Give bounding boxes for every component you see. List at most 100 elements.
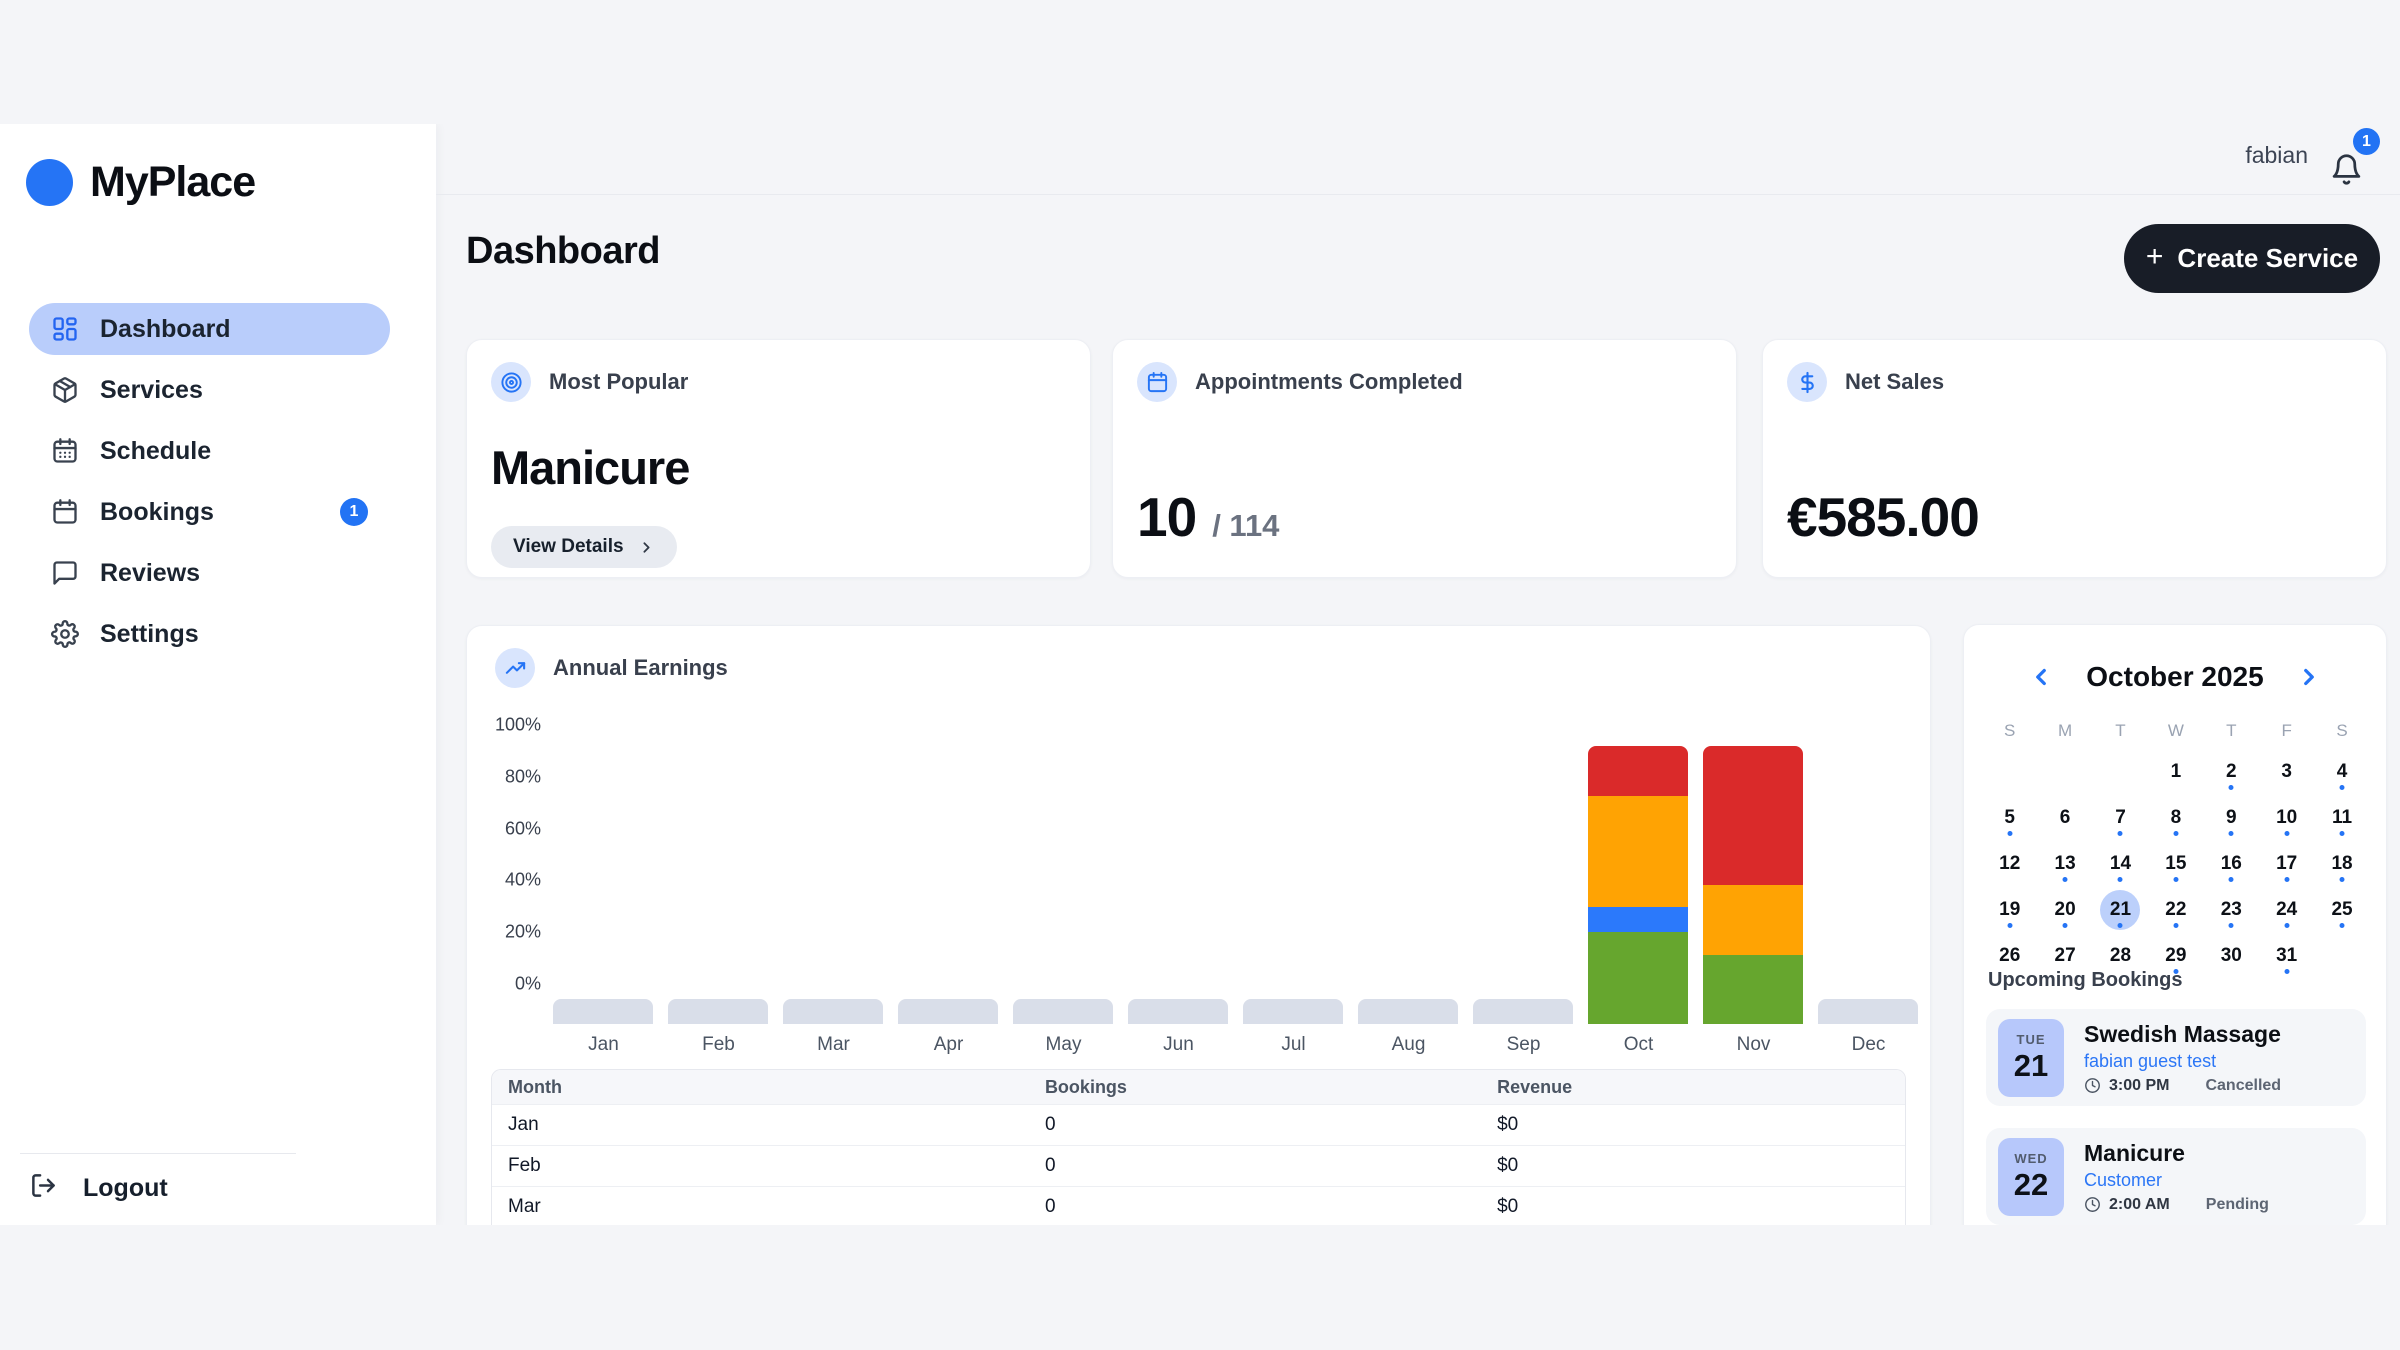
day-cell-25[interactable]: 25 [2314,887,2369,933]
sidebar-item-dashboard[interactable]: Dashboard [29,303,390,355]
bar-slot-mar [776,626,891,1024]
table-header-cell: Bookings [1044,1076,1127,1097]
day-cell-6[interactable]: 6 [2037,795,2092,841]
day-number: 5 [2004,807,2015,828]
chevron-right-icon [643,541,650,553]
view-details-label: View Details [513,536,624,557]
sidebar-item-services[interactable]: Services [29,364,390,416]
sidebar-item-reviews[interactable]: Reviews [29,547,390,599]
booking-dot [2228,785,2234,790]
day-cell-1[interactable]: 1 [2148,749,2203,795]
day-cell-18[interactable]: 18 [2314,841,2369,887]
day-cell-28[interactable]: 28 [2093,933,2148,979]
day-cell-21[interactable]: 21 [2093,887,2148,933]
day-number: 14 [2109,853,2132,874]
day-cell-14[interactable]: 14 [2093,841,2148,887]
booking-dot [2284,969,2290,974]
bar-segment-green [1703,954,1803,1024]
table-header-cell: Revenue [1497,1076,1573,1097]
day-cell-3[interactable]: 3 [2259,749,2314,795]
x-axis-label: Mar [817,1034,850,1055]
bell-button[interactable]: 1 [2330,128,2380,188]
sidebar-item-bookings[interactable]: Bookings 1 [29,486,390,538]
booking-dot [2284,923,2290,928]
stat-label: Most Popular [549,369,689,394]
day-cell-12[interactable]: 12 [1982,841,2037,887]
table-row: Mar 0 $0 [492,1186,1905,1225]
day-cell-29[interactable]: 29 [2148,933,2203,979]
stat-value: €585.00 [1787,486,1980,548]
sidebar-item-schedule[interactable]: Schedule [29,425,390,477]
bar-slot-jan [546,626,661,1024]
day-cell-24[interactable]: 24 [2259,887,2314,933]
day-cell-22[interactable]: 22 [2148,887,2203,933]
day-cell-20[interactable]: 20 [2037,887,2092,933]
x-axis-label: Aug [1391,1034,1426,1055]
day-cell-10[interactable]: 10 [2259,795,2314,841]
day-number: 4 [2336,761,2348,782]
day-cell-23[interactable]: 23 [2204,887,2259,933]
day-number: 7 [2115,807,2126,828]
sidebar-item-label: Dashboard [100,314,231,343]
plus-icon: + [2145,240,2164,273]
booking-meta: 3:00 PM Cancelled [2084,1077,2281,1095]
empty-month-bar [1013,999,1113,1024]
booking-dot [2228,923,2234,928]
dollar-icon [1787,362,1827,402]
table-header-row: Month Bookings Revenue [492,1070,1905,1104]
sidebar-item-label: Settings [100,619,199,648]
calendar-week-row: 26 27 28 29 30 31 [1982,933,2370,979]
booking-date-badge: TUE 21 [1998,1018,2064,1097]
bar-slot-oct [1581,626,1696,1024]
panel-title: Annual Earnings [553,655,728,680]
empty-month-bar [1243,999,1343,1024]
x-axis-label: May [1045,1034,1082,1055]
day-cell-30[interactable]: 30 [2204,933,2259,979]
bookings-badge: 1 [340,498,368,526]
day-cell-8[interactable]: 8 [2148,795,2203,841]
day-cell-17[interactable]: 17 [2259,841,2314,887]
create-service-label: Create Service [2177,243,2359,273]
empty-month-bar [1473,999,1573,1024]
gear-icon [51,620,79,648]
calendar-week-row: 5 6 7 8 9 10 11 [1982,795,2370,841]
y-axis-label: 80% [504,766,541,787]
day-number: 26 [1999,945,2021,966]
x-axis-label: Nov [1736,1034,1771,1055]
day-cell-5[interactable]: 5 [1982,795,2037,841]
booking-dot [2228,877,2234,882]
booking-dot [2339,785,2345,790]
day-cell-13[interactable]: 13 [2037,841,2092,887]
calendar-next-button[interactable] [2296,664,2322,690]
booking-customer-link[interactable]: Customer [2084,1169,2163,1190]
sidebar-item-label: Schedule [100,436,212,465]
view-details-button[interactable]: View Details [491,526,677,568]
table-cell: Feb [508,1155,541,1176]
day-cell-7[interactable]: 7 [2093,795,2148,841]
day-cell-31[interactable]: 31 [2259,933,2314,979]
day-cell-9[interactable]: 9 [2204,795,2259,841]
weekday-label: W [2167,721,2184,740]
sidebar-item-settings[interactable]: Settings [29,608,390,660]
create-service-button[interactable]: + Create Service [2124,224,2380,293]
day-cell-2[interactable]: 2 [2204,749,2259,795]
calendar-icon [51,498,79,526]
day-cell-26[interactable]: 26 [1982,933,2037,979]
logout-button[interactable]: Logout [30,1172,168,1204]
day-cell-4[interactable]: 4 [2314,749,2369,795]
day-cell-11[interactable]: 11 [2314,795,2369,841]
day-cell-19[interactable]: 19 [1982,887,2037,933]
booking-customer-link[interactable]: fabian guest test [2084,1050,2217,1071]
booking-card[interactable]: WED 22 Manicure Customer 2:00 AM Pending [1986,1128,2366,1225]
day-cell-16[interactable]: 16 [2204,841,2259,887]
booking-status: Cancelled [2205,1076,2282,1094]
day-cell-27[interactable]: 27 [2037,933,2092,979]
day-cell-15[interactable]: 15 [2148,841,2203,887]
booking-card[interactable]: TUE 21 Swedish Massage fabian guest test 3:0… [1986,1009,2366,1106]
bar-segment-blue [1588,907,1688,933]
calendar-prev-button[interactable] [2028,664,2054,690]
day-number: 24 [2276,899,2298,920]
bookings-title: Upcoming Bookings [1988,969,2183,991]
username[interactable]: fabian [2245,142,2308,168]
